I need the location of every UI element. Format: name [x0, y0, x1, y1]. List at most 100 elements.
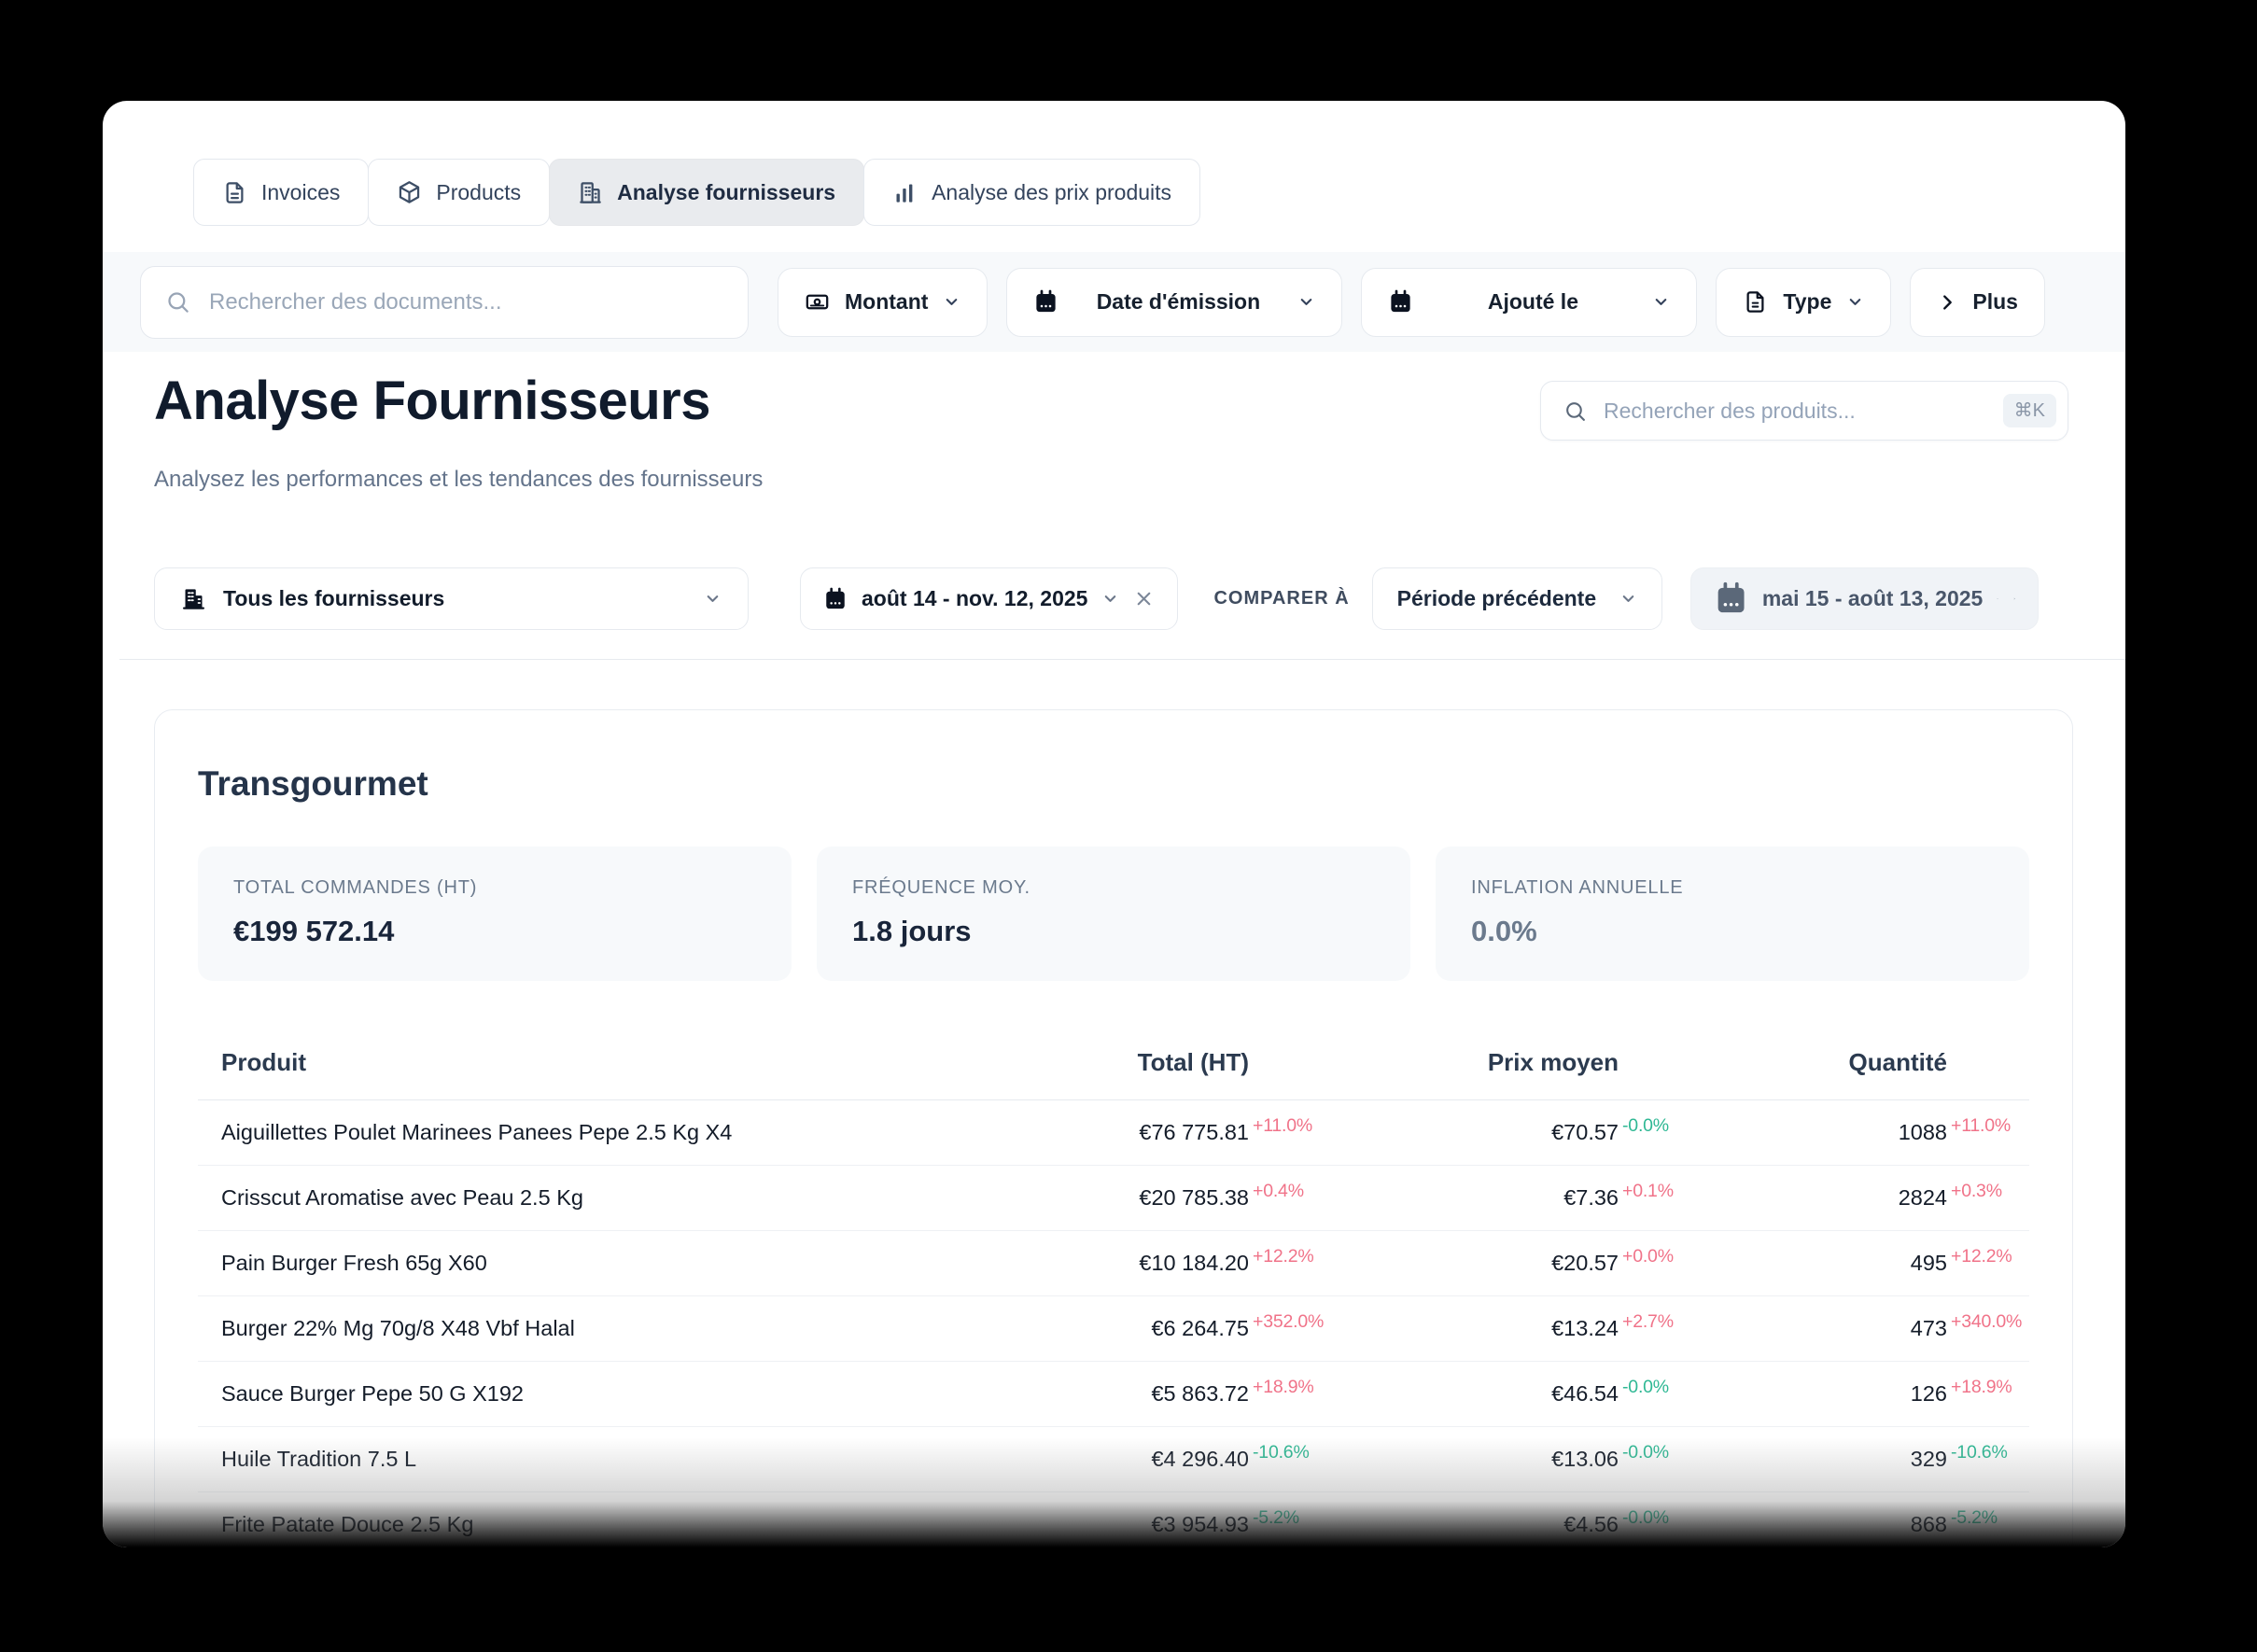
- cell-change-percent: +12.2%: [1951, 1246, 2012, 1267]
- compare-mode-value: Période précédente: [1396, 586, 1597, 610]
- chevron-right-icon: [1943, 294, 1953, 310]
- table-cell-value: €10 184.20 +12.2%: [1023, 1246, 1331, 1276]
- cell-value: €76 775.81: [1139, 1120, 1249, 1144]
- cell-value: 126: [1910, 1381, 1947, 1406]
- document-search-input[interactable]: [207, 287, 723, 316]
- chevron-down-icon: [946, 299, 958, 305]
- product-name: Pain Burger Fresh 65g X60: [221, 1251, 487, 1275]
- table-cell-value: €13.06 -0.0%: [1331, 1442, 1701, 1472]
- stat-label: INFLATION ANNUELLE: [1471, 877, 1684, 898]
- supplier-select[interactable]: Tous les fournisseurs: [154, 567, 749, 630]
- table-row[interactable]: Crisscut Aromatise avec Peau 2.5 Kg €20 7…: [198, 1166, 2029, 1231]
- calendar-icon: [1716, 581, 1746, 614]
- building-icon: [183, 588, 204, 609]
- cell-change-percent: -0.0%: [1622, 1442, 1669, 1463]
- document-search[interactable]: [140, 265, 749, 339]
- file-icon: [1746, 291, 1764, 313]
- cell-change-percent: -0.0%: [1622, 1507, 1669, 1528]
- table-row[interactable]: Aiguillettes Poulet Marinees Panees Pepe…: [198, 1100, 2029, 1166]
- supplier-card: Transgourmet TOTAL COMMANDES (HT) €199 5…: [154, 709, 2073, 1547]
- compare-mode-select[interactable]: Période précédente: [1371, 567, 1662, 630]
- cell-value: €20 785.38: [1139, 1185, 1249, 1210]
- product-name: Frite Patate Douce 2.5 Kg: [221, 1512, 474, 1536]
- ajoute-le-label: Ajouté le: [1487, 289, 1578, 314]
- view-tabs: Invoices Products Analyse fournisseurs A…: [193, 159, 1201, 226]
- tab-products[interactable]: Products: [368, 159, 551, 226]
- ajoute-le-filter-button[interactable]: Ajouté le: [1361, 267, 1698, 337]
- table-cell-value: €20.57 +0.0%: [1331, 1246, 1701, 1276]
- cell-change-percent: -10.6%: [1253, 1442, 1310, 1463]
- header-quantite: Quantité: [1848, 1048, 1947, 1076]
- cell-value: 2824: [1898, 1185, 1947, 1210]
- table-row[interactable]: Huile Tradition 7.5 L €4 296.40 -10.6% €13.…: [198, 1427, 2029, 1492]
- cell-value: €5 863.72: [1151, 1381, 1249, 1406]
- plus-label: Plus: [1972, 289, 2018, 314]
- plus-filters-button[interactable]: Plus: [1910, 267, 2045, 337]
- stat-label: FRÉQUENCE MOY.: [852, 877, 1030, 898]
- page-subtitle: Analysez les performances et les tendanc…: [154, 467, 764, 492]
- cell-value: 868: [1910, 1512, 1947, 1536]
- cell-value: €70.57: [1551, 1120, 1619, 1144]
- table-row[interactable]: Pain Burger Fresh 65g X60 €10 184.20 +12.2…: [198, 1231, 2029, 1296]
- tab-invoices[interactable]: Invoices: [193, 159, 370, 226]
- cell-value: €4 296.40: [1151, 1447, 1249, 1471]
- chevron-down-icon: [707, 595, 719, 602]
- cell-value: €4.56: [1563, 1512, 1619, 1536]
- product-name: Huile Tradition 7.5 L: [221, 1447, 417, 1471]
- cell-change-percent: +18.9%: [1253, 1377, 1314, 1397]
- table-cell-value: €7.36 +0.1%: [1331, 1181, 1701, 1211]
- stat-value: 1.8 jours: [852, 915, 972, 947]
- product-search-input[interactable]: [1602, 397, 1988, 425]
- product-name: Sauce Burger Pepe 50 G X192: [221, 1381, 524, 1406]
- cell-change-percent: +0.4%: [1253, 1181, 1304, 1201]
- close-icon[interactable]: [2013, 588, 2016, 609]
- package-icon: [400, 180, 420, 203]
- tab-label: Analyse des prix produits: [932, 179, 1172, 204]
- cell-value: €6 264.75: [1151, 1316, 1249, 1340]
- cell-value: 1088: [1898, 1120, 1947, 1144]
- table-row[interactable]: Burger 22% Mg 70g/8 X48 Vbf Halal €6 264.…: [198, 1296, 2029, 1362]
- cell-change-percent: +11.0%: [1253, 1115, 1313, 1136]
- section-divider: [119, 659, 2125, 660]
- tab-analyse-fournisseurs[interactable]: Analyse fournisseurs: [549, 159, 865, 226]
- cell-change-percent: +18.9%: [1951, 1377, 2012, 1397]
- compare-date-range-picker[interactable]: mai 15 - août 13, 2025: [1689, 567, 2040, 630]
- tab-label: Products: [436, 179, 522, 204]
- cell-value: 495: [1910, 1251, 1947, 1275]
- banknote-icon: [806, 294, 829, 310]
- date-range-value: août 14 - nov. 12, 2025: [862, 586, 1088, 610]
- supplier-stats: TOTAL COMMANDES (HT) €199 572.14 FRÉQUEN…: [198, 847, 2029, 981]
- tab-analyse-prix-produits[interactable]: Analyse des prix produits: [863, 159, 1201, 226]
- cell-value: €20.57: [1551, 1251, 1619, 1275]
- montant-filter-button[interactable]: Montant: [778, 267, 988, 337]
- cell-value: 329: [1910, 1447, 1947, 1471]
- table-cell-value: 868 -5.2%: [1701, 1507, 2029, 1537]
- cell-value: €7.36: [1563, 1185, 1619, 1210]
- table-row[interactable]: Frite Patate Douce 2.5 Kg €3 954.93 -5.2% €…: [198, 1492, 2029, 1547]
- date-range-picker[interactable]: août 14 - nov. 12, 2025: [800, 567, 1179, 630]
- chevron-down-icon: [1105, 595, 1116, 602]
- table-row[interactable]: Sauce Burger Pepe 50 G X192 €5 863.72 +18.…: [198, 1362, 2029, 1427]
- table-cell-value: 1088 +11.0%: [1701, 1115, 2029, 1145]
- stat-value: €199 572.14: [233, 915, 395, 947]
- close-icon[interactable]: [1133, 588, 1155, 609]
- bar-chart-icon: [896, 184, 913, 203]
- date-emission-filter-button[interactable]: Date d'émission: [1006, 267, 1343, 337]
- table-cell-value: 473 +340.0%: [1701, 1311, 2029, 1341]
- file-text-icon: [226, 181, 244, 203]
- stat-value: 0.0%: [1471, 915, 1537, 947]
- tab-label: Invoices: [261, 179, 341, 204]
- table-cell-value: €4 296.40 -10.6%: [1023, 1442, 1331, 1472]
- supplier-name: Transgourmet: [198, 764, 428, 803]
- cell-change-percent: +11.0%: [1951, 1115, 2012, 1136]
- cell-change-percent: +0.1%: [1622, 1181, 1674, 1201]
- header-produit: Produit: [221, 1048, 306, 1076]
- product-name: Crisscut Aromatise avec Peau 2.5 Kg: [221, 1185, 583, 1210]
- product-search[interactable]: ⌘K: [1540, 381, 2068, 441]
- product-name: Aiguillettes Poulet Marinees Panees Pepe…: [221, 1120, 733, 1144]
- cell-change-percent: +0.0%: [1622, 1246, 1674, 1267]
- cell-change-percent: -5.2%: [1951, 1507, 1998, 1528]
- type-filter-button[interactable]: Type: [1716, 267, 1892, 337]
- type-label: Type: [1783, 289, 1832, 314]
- date-emission-label: Date d'émission: [1096, 289, 1261, 314]
